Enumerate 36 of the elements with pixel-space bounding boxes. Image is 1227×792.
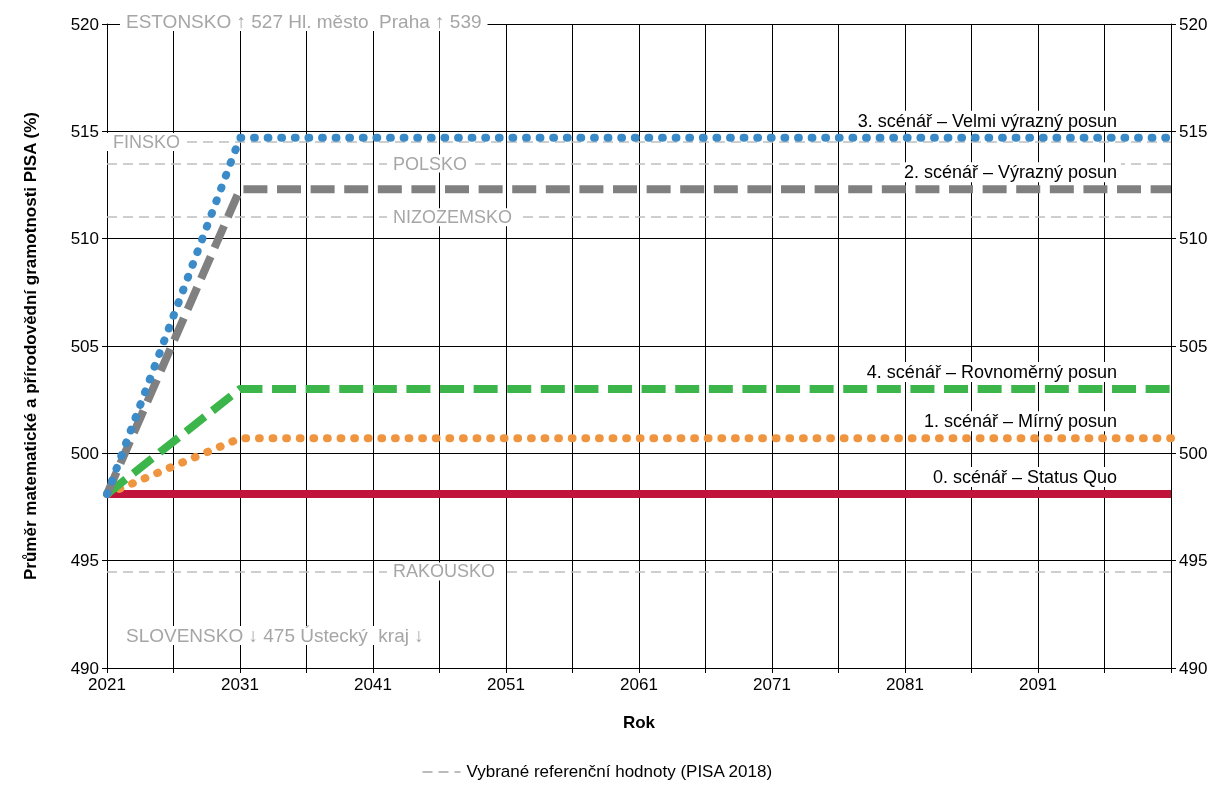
series-label: 3. scénář – Velmi výrazný posun bbox=[857, 110, 1117, 131]
x-axis-title: Rok bbox=[622, 713, 656, 732]
y-tick-label: 500 bbox=[70, 443, 99, 463]
y2-tick-label: 510 bbox=[1179, 229, 1208, 249]
ref-line-label: NIZOZEMSKO bbox=[393, 207, 513, 228]
annotation: SLOVENSKO ↓ 475 Ústecký kraj ↓ bbox=[126, 625, 424, 646]
y-tick-label: 495 bbox=[70, 551, 99, 571]
ref-line-label: RAKOUSKO bbox=[393, 561, 496, 582]
ref-line-label: FINSKO bbox=[113, 132, 181, 153]
series-label: 0. scénář – Status Quo bbox=[932, 467, 1117, 488]
y-tick-label: 515 bbox=[70, 121, 99, 141]
series-label: 2. scénář – Výrazný posun bbox=[903, 162, 1117, 183]
x-tick-label: 2021 bbox=[88, 675, 126, 694]
y2-tick-label: 490 bbox=[1179, 658, 1208, 678]
y-tick-label: 505 bbox=[70, 336, 99, 356]
y2-tick-label: 500 bbox=[1179, 443, 1208, 463]
y-tick-label: 520 bbox=[70, 14, 99, 34]
y2-tick-label: 505 bbox=[1179, 336, 1208, 356]
x-tick-label: 2081 bbox=[886, 675, 924, 694]
y2-tick-label: 520 bbox=[1179, 14, 1208, 34]
x-tick-label: 2041 bbox=[354, 675, 392, 694]
y-tick-label: 510 bbox=[70, 229, 99, 249]
x-tick-label: 2071 bbox=[753, 675, 791, 694]
series-label: 1. scénář – Mírný posun bbox=[923, 411, 1117, 432]
x-tick-label: 2051 bbox=[487, 675, 525, 694]
y-axis-title: Průměr matematické a přírodovědní gramotnosti PISA (%) bbox=[21, 112, 40, 580]
x-tick-label: 2091 bbox=[1019, 675, 1057, 694]
series-label: 4. scénář – Rovnoměrný posun bbox=[866, 361, 1117, 382]
y2-tick-label: 515 bbox=[1179, 121, 1208, 141]
annotation: ESTONSKO ↑ 527 Hl. město Praha ↑ 539 bbox=[126, 11, 482, 32]
y2-tick-label: 495 bbox=[1179, 551, 1208, 571]
text: Vybrané referenční hodnoty (PISA 2018) bbox=[466, 762, 773, 781]
ref-line-label: POLSKO bbox=[393, 153, 468, 174]
y-tick-label: 490 bbox=[70, 658, 99, 678]
x-tick-label: 2061 bbox=[620, 675, 658, 694]
x-tick-label: 2031 bbox=[221, 675, 259, 694]
